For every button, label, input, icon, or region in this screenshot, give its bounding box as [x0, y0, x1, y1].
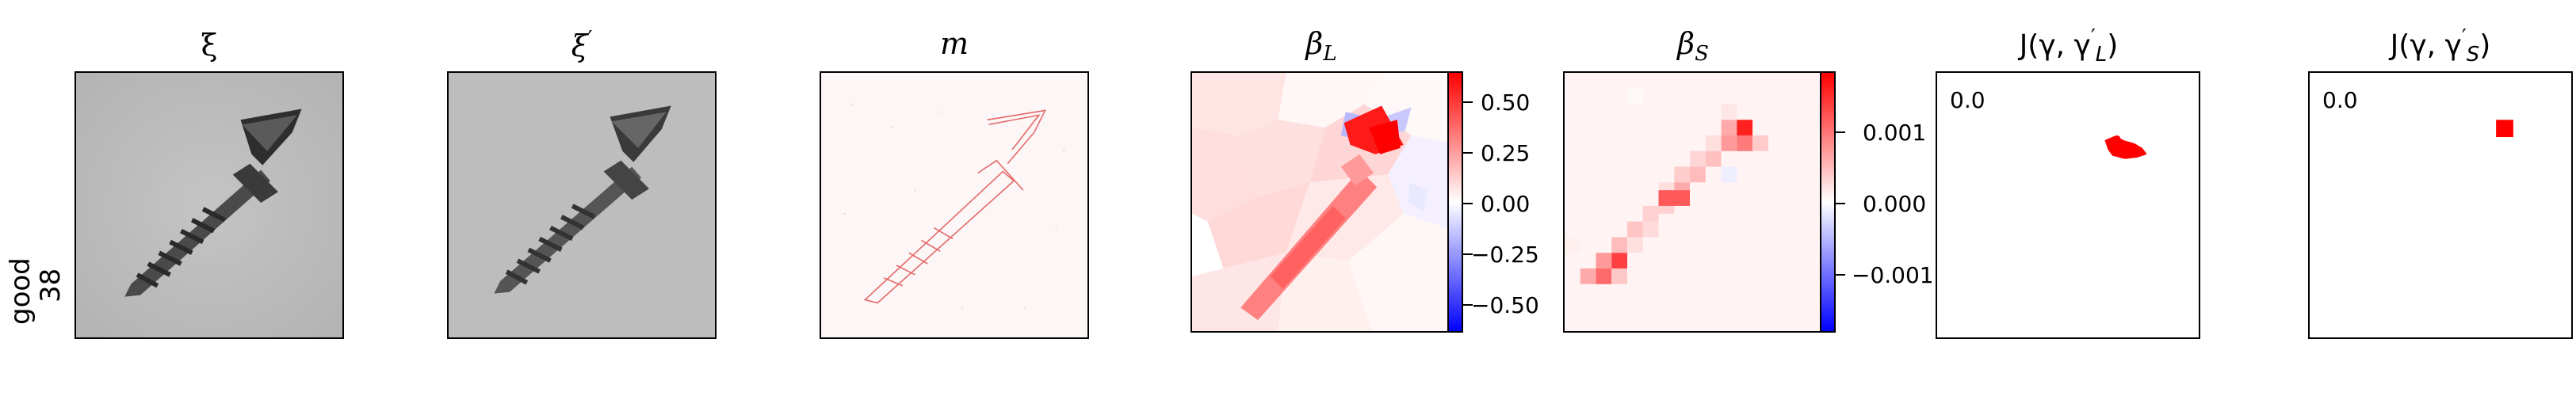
J-L-value: 0.0 — [1950, 87, 1986, 113]
title-sub: L — [2095, 43, 2108, 67]
title-sup: ′ — [2461, 25, 2467, 49]
image-beta-S — [1563, 71, 1823, 333]
title-prime: ′ — [587, 27, 593, 51]
tick — [1836, 131, 1845, 133]
beta-L-tick-3: 0.00 — [1481, 191, 1531, 217]
tick — [1463, 101, 1473, 103]
m-map — [821, 73, 1087, 337]
image-xi — [75, 71, 344, 339]
beta-L-tick-5: −0.50 — [1471, 292, 1539, 318]
title-suffix: ) — [2107, 29, 2119, 62]
panel-beta-S-title: βS — [1563, 29, 1823, 64]
beta-S-colorbar — [1820, 71, 1836, 333]
title-base: β — [1677, 26, 1695, 61]
title-suffix: ) — [2479, 29, 2491, 62]
beta-S-tick-3: −0.001 — [1852, 262, 1934, 288]
beta-L-tick-1: 0.50 — [1481, 89, 1531, 116]
beta-S-tick-2: 0.000 — [1863, 191, 1927, 217]
panel-xi-title: ξ — [201, 28, 218, 63]
row-label-line1: good — [5, 257, 36, 325]
tick — [1463, 152, 1473, 154]
tick — [1463, 304, 1473, 306]
beta-S-tick-1: 0.001 — [1863, 120, 1927, 146]
row-label-line2: 38 — [35, 268, 67, 303]
beta-L-tick-4: −0.25 — [1471, 242, 1539, 268]
J-S-value: 0.0 — [2322, 87, 2358, 113]
title-prefix: J(γ, γ — [2390, 29, 2462, 62]
image-beta-L — [1191, 71, 1452, 333]
screw-shape — [124, 109, 302, 297]
title-sup: ′ — [2090, 25, 2096, 49]
panel-xi-prime-title: ξ′ — [447, 29, 717, 61]
J-S-mask — [2496, 120, 2513, 138]
title-text: m — [939, 26, 969, 61]
image-m — [820, 71, 1089, 339]
beta-L-map — [1192, 73, 1450, 331]
title-sub: S — [1695, 42, 1709, 66]
title-base: ξ — [571, 29, 588, 63]
panel-J-L-title: J(γ, γ′L) — [1937, 27, 2200, 65]
beta-L-tick-2: 0.25 — [1481, 140, 1531, 166]
tick — [1836, 203, 1845, 204]
beta-S-map — [1565, 73, 1821, 331]
tick — [1463, 203, 1473, 204]
panel-J-S-title: J(γ, γ′S) — [2308, 27, 2573, 65]
panel-m-title: m — [820, 29, 1089, 59]
title-base: β — [1305, 26, 1324, 61]
tick — [1463, 253, 1473, 255]
title-prefix: J(γ, γ — [2019, 29, 2091, 62]
image-J-L: 0.0 — [1936, 71, 2200, 339]
tick — [1836, 274, 1845, 276]
beta-S-cells — [1565, 73, 1821, 331]
title-sub: L — [1323, 42, 1337, 66]
title-sub: S — [2466, 43, 2480, 67]
J-L-mask — [2104, 135, 2147, 159]
image-J-S: 0.0 — [2308, 71, 2573, 339]
panel-beta-L-title: βL — [1191, 29, 1452, 64]
screw-image-xi — [76, 73, 342, 337]
screw-image-xi-prime — [449, 73, 715, 337]
image-xi-prime — [447, 71, 717, 339]
beta-L-colorbar — [1447, 71, 1463, 333]
